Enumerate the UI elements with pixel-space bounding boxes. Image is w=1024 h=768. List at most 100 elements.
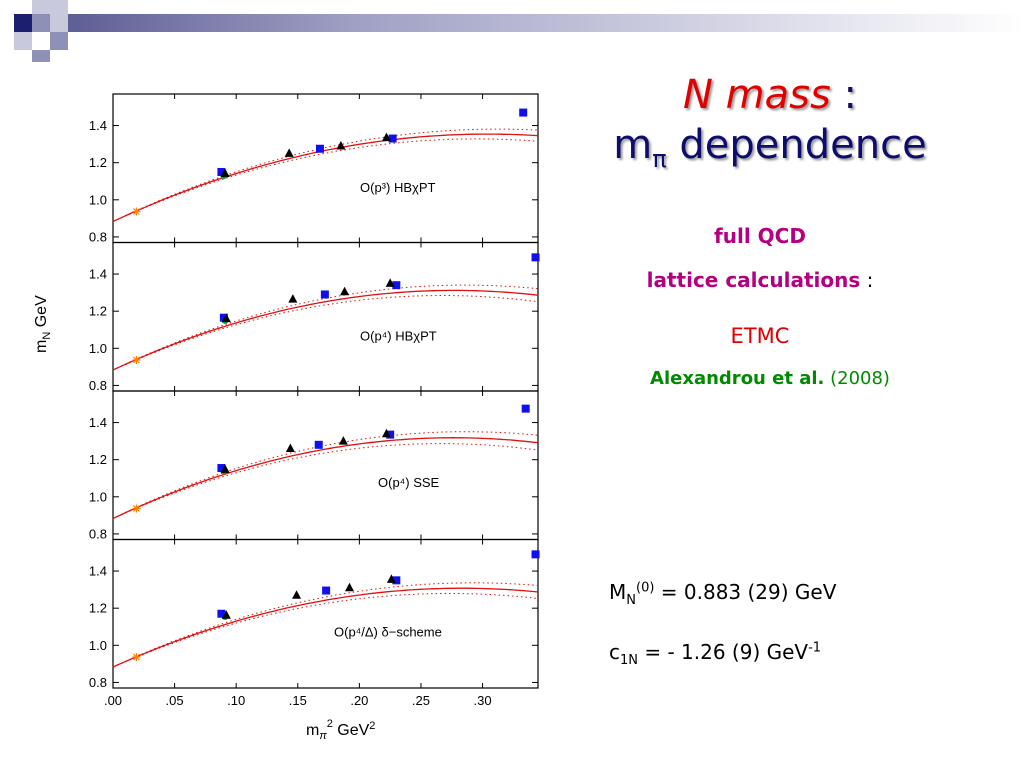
mn-value: = 0.883 (29) GeV <box>654 580 837 604</box>
square-point <box>521 404 530 413</box>
panel-label: O(p⁴/Δ) δ−scheme <box>334 625 442 640</box>
error-band-upper <box>112 128 539 222</box>
corner-decoration <box>0 0 90 62</box>
deco-square <box>50 32 68 50</box>
triangle-point <box>381 428 391 438</box>
square-point <box>314 440 323 449</box>
title-line-2: mπ dependence <box>560 120 980 184</box>
author-year: (2008) <box>824 368 890 389</box>
triangle-point <box>345 582 355 592</box>
header-bar <box>68 14 1024 32</box>
y-tick-label: 1.2 <box>89 155 107 170</box>
lattice-label: lattice calculations <box>646 268 861 292</box>
triangle-point <box>288 294 298 303</box>
error-band-lower <box>112 138 539 222</box>
triangle-point <box>336 140 346 150</box>
square-point <box>386 430 395 439</box>
x-tick-label: .30 <box>474 693 492 708</box>
panel-label: O(p³) HBχPT <box>360 180 435 195</box>
y-axis-label: mN GeV <box>33 295 53 353</box>
star-point <box>132 653 141 662</box>
error-band-upper <box>112 431 539 519</box>
deco-square <box>14 32 32 50</box>
title-colon: : <box>830 72 858 118</box>
y-tick-label: 0.8 <box>89 229 107 244</box>
error-band-lower <box>112 593 539 668</box>
square-point <box>322 586 331 595</box>
fit-curve <box>112 289 539 371</box>
square-point <box>392 576 401 585</box>
deco-square <box>32 50 50 62</box>
c1n-result: c1N = - 1.26 (9) GeV-1 <box>609 640 821 668</box>
triangle-point <box>292 590 302 599</box>
x-tick-label: .20 <box>350 693 368 708</box>
fit-curve <box>112 133 539 223</box>
x-tick-label: .10 <box>227 693 245 708</box>
y-tick-label: 1.2 <box>89 304 107 319</box>
triangle-point <box>338 436 348 445</box>
x-tick-label: .00 <box>104 693 122 708</box>
error-band-lower <box>112 443 539 519</box>
triangle-point <box>221 610 231 619</box>
title-n-mass: N mass <box>683 72 831 118</box>
square-point <box>315 144 324 153</box>
square-point <box>217 609 226 618</box>
y-tick-label: 1.2 <box>89 452 107 467</box>
triangle-point <box>221 313 231 323</box>
lattice-line: lattice calculations : <box>630 268 890 292</box>
star-point <box>132 504 141 513</box>
panel-frame <box>112 93 539 244</box>
y-tick-label: 1.4 <box>89 564 107 579</box>
square-point <box>531 253 540 262</box>
star-point <box>132 356 141 365</box>
deco-square <box>50 14 68 32</box>
author-name: Alexandrou et al. <box>650 368 825 389</box>
lattice-colon: : <box>860 268 874 292</box>
mn-symbol: M <box>609 580 627 604</box>
triangle-point <box>284 148 294 157</box>
square-point <box>217 167 226 176</box>
chart-figure: 0.8 1.0 1.2 1.4 O(p³) HBχPT 0.8 1.0 1.2 1.4 O(p⁴)… <box>33 93 540 742</box>
star-point <box>132 207 141 216</box>
triangle-point <box>381 132 391 142</box>
square-point <box>219 313 228 322</box>
title-pi: π <box>652 145 667 173</box>
y-tick-label: 1.4 <box>89 267 107 282</box>
deco-square <box>14 14 32 32</box>
full-qcd-label: full QCD <box>714 224 806 248</box>
panel-frame <box>112 241 539 392</box>
deco-square <box>50 0 68 14</box>
square-point <box>320 290 329 299</box>
c1n-value: = - 1.26 (9) GeV <box>638 640 809 664</box>
x-tick-label: .05 <box>166 693 184 708</box>
deco-square <box>32 14 50 32</box>
square-point <box>531 550 540 559</box>
fit-curve <box>112 587 539 668</box>
error-band-upper <box>112 582 539 668</box>
y-tick-label: 1.0 <box>89 192 107 207</box>
triangle-point <box>340 286 350 296</box>
author-line: Alexandrou et al. (2008) <box>620 368 920 389</box>
title-line-1: N mass : <box>560 70 980 120</box>
y-tick-label: 1.4 <box>89 415 107 430</box>
square-point <box>388 134 397 143</box>
panel-label: O(p⁴) HBχPT <box>360 329 437 344</box>
triangle-point <box>386 574 396 583</box>
slide-title: N mass : mπ dependence <box>560 70 980 184</box>
title-m: m <box>613 122 653 168</box>
panel-frame <box>112 538 539 689</box>
y-tick-label: 0.8 <box>89 675 107 690</box>
y-tick-label: 1.0 <box>89 489 107 504</box>
triangle-point <box>285 443 295 453</box>
square-point <box>519 108 528 117</box>
mn-result: MN(0) = 0.883 (29) GeV <box>609 580 836 608</box>
panel-label: O(p⁴) SSE <box>378 475 440 490</box>
y-tick-label: 1.0 <box>89 638 107 653</box>
x-tick-label: .15 <box>289 693 307 708</box>
square-point <box>217 464 226 473</box>
error-band-upper <box>112 284 539 371</box>
c1n-subscript: 1N <box>620 653 638 668</box>
c1n-superscript: -1 <box>808 640 822 656</box>
etmc-label: ETMC <box>730 324 790 348</box>
triangle-point <box>220 464 230 473</box>
